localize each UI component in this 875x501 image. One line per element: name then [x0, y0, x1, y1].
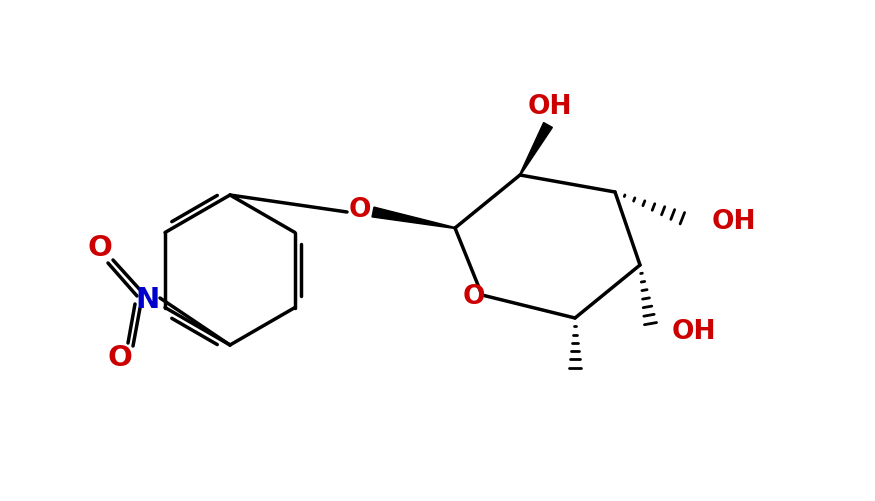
Text: O: O [463, 284, 486, 310]
Polygon shape [372, 207, 455, 228]
Text: OH: OH [712, 209, 757, 235]
Text: O: O [108, 344, 132, 372]
Text: OH: OH [528, 94, 572, 120]
Text: O: O [88, 234, 112, 262]
Polygon shape [520, 123, 552, 175]
Text: N: N [136, 286, 160, 314]
Text: O: O [349, 197, 371, 223]
Text: OH: OH [672, 319, 717, 345]
